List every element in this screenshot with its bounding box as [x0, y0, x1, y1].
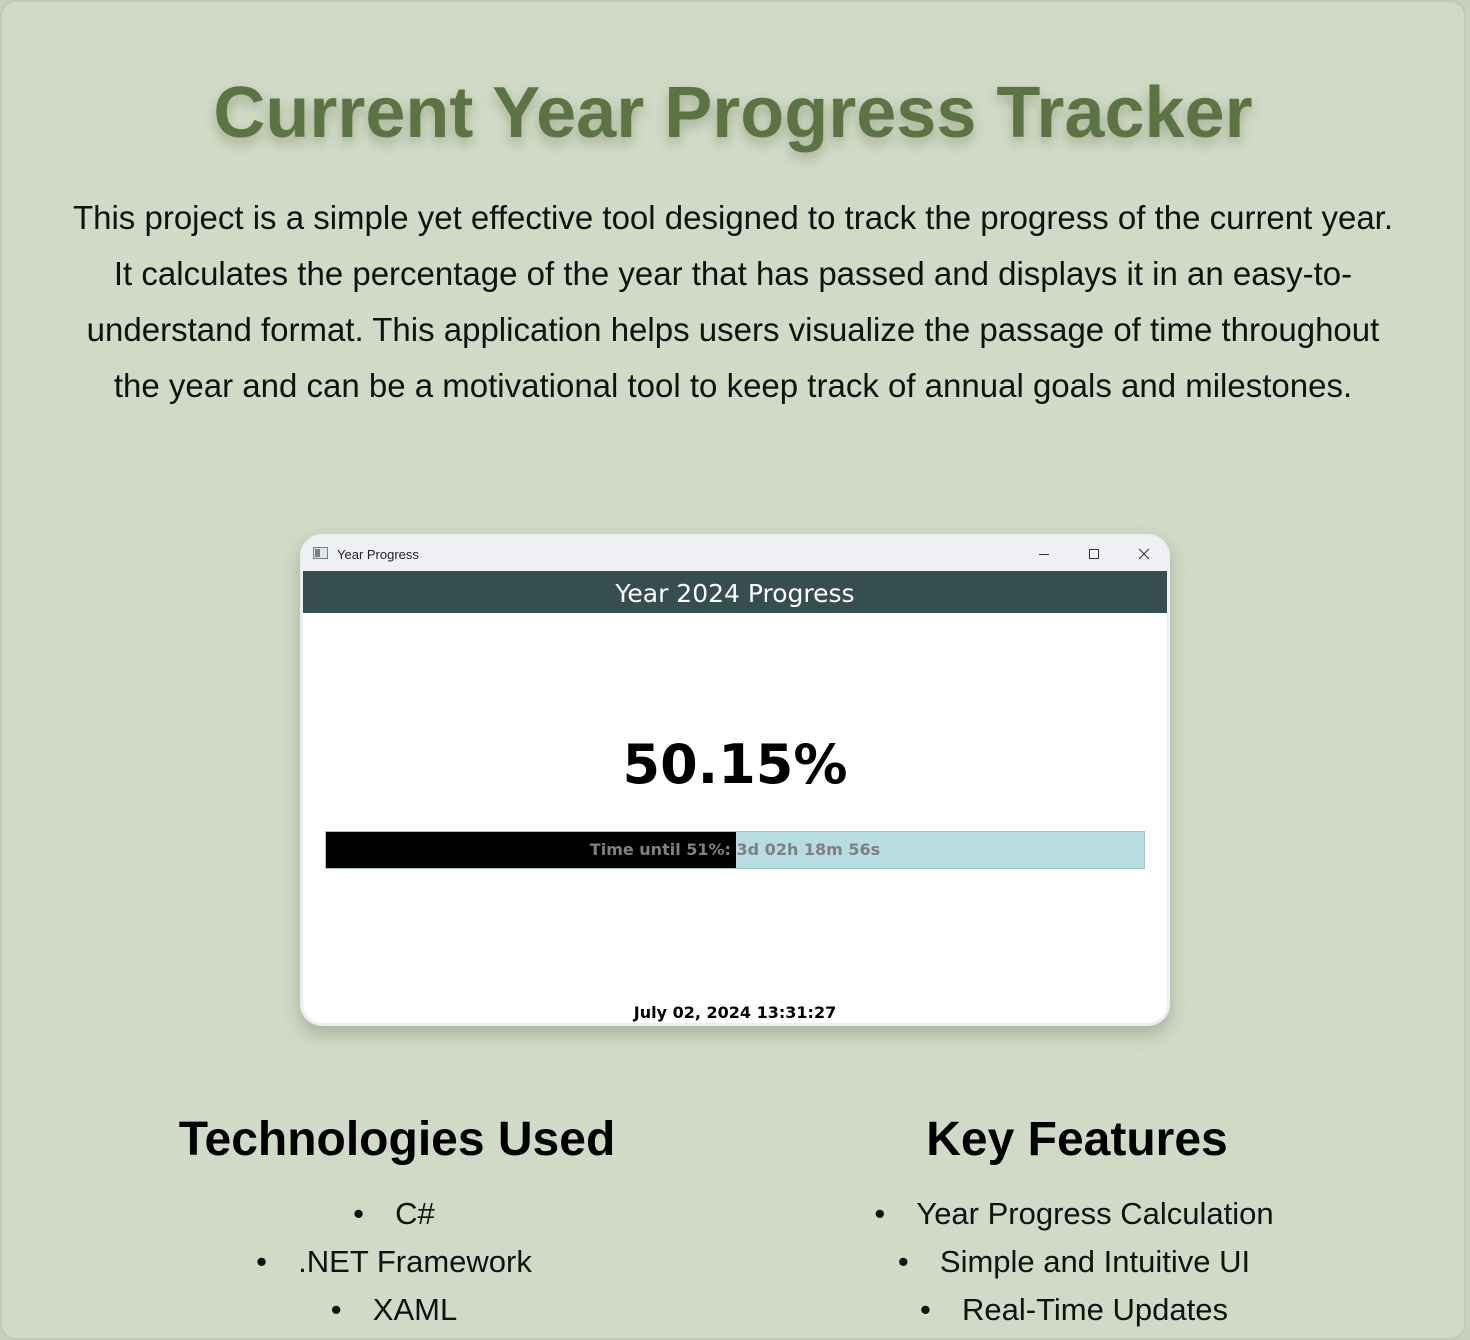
progress-bar: Time until 51%: 3d 02h 18m 56s — [325, 831, 1145, 869]
progress-bar-label: Time until 51%: 3d 02h 18m 56s — [589, 840, 881, 859]
technologies-section: Technologies Used C# .NET Framework XAML — [102, 1110, 692, 1334]
current-datetime: July 02, 2024 13:31:27 — [633, 1003, 837, 1022]
close-icon[interactable] — [1119, 537, 1167, 571]
app-screenshot: Year Progress Year 2024 Progress 50.15% … — [300, 534, 1170, 1026]
technologies-heading: Technologies Used — [178, 1113, 616, 1166]
list-item: Year Progress Calculation — [772, 1190, 1382, 1238]
features-section: Key Features Year Progress Calculation S… — [772, 1110, 1382, 1334]
technologies-list: C# .NET Framework XAML — [102, 1190, 692, 1334]
app-window-icon — [313, 547, 328, 559]
project-description: This project is a simple yet effective t… — [72, 199, 1394, 404]
progress-bar-fill — [326, 832, 737, 868]
app-header: Year 2024 Progress — [303, 571, 1167, 613]
list-item: C# — [102, 1190, 692, 1238]
window-title: Year Progress — [337, 547, 419, 562]
features-heading: Key Features — [926, 1113, 1228, 1166]
list-item: XAML — [102, 1286, 692, 1334]
features-list: Year Progress Calculation Simple and Int… — [772, 1190, 1382, 1334]
minimize-icon[interactable] — [1019, 537, 1069, 571]
page-title: Current Year Progress Tracker — [213, 73, 1253, 153]
list-item: .NET Framework — [102, 1238, 692, 1286]
list-item: Real-Time Updates — [772, 1286, 1382, 1334]
list-item: Simple and Intuitive UI — [772, 1238, 1382, 1286]
maximize-icon[interactable] — [1069, 537, 1119, 571]
window-titlebar: Year Progress — [303, 537, 1167, 571]
progress-percent: 50.15% — [622, 733, 848, 796]
